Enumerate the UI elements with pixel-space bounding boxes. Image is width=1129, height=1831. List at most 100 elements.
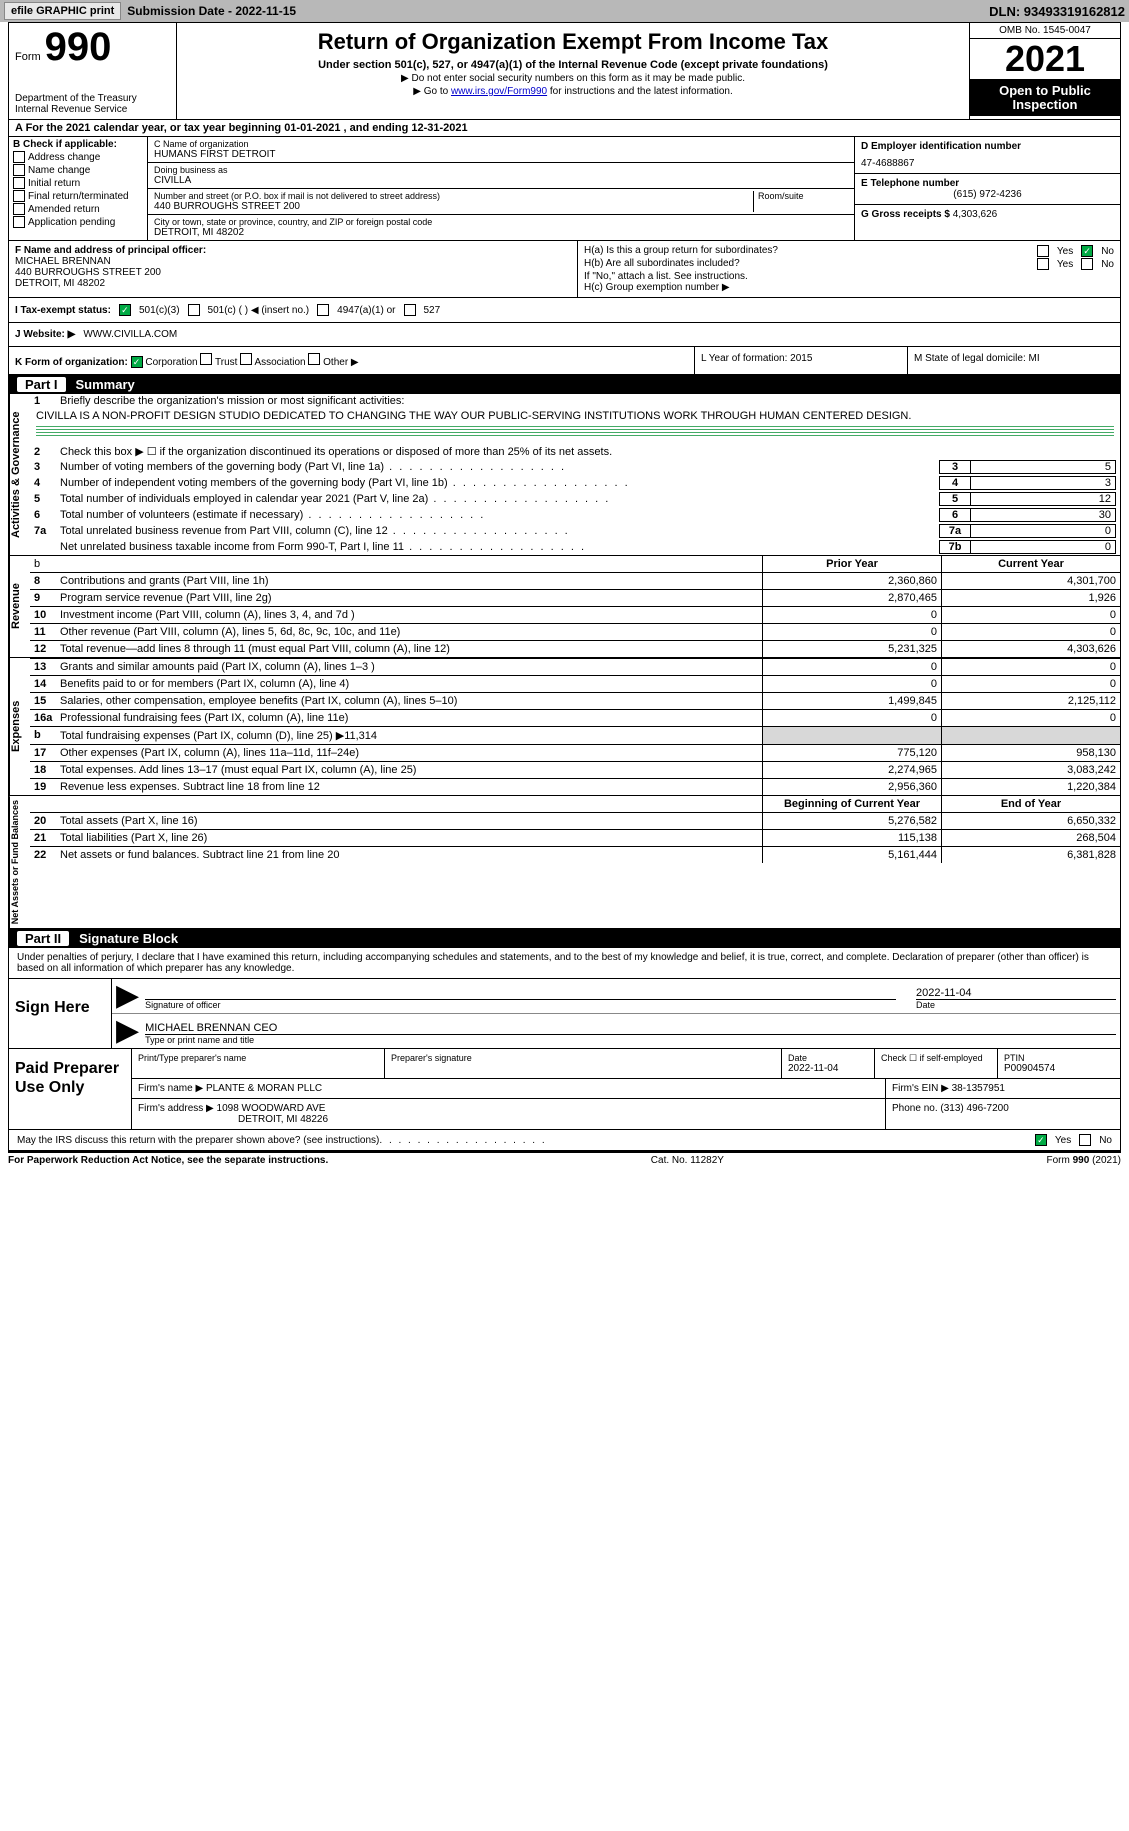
k-assoc-checkbox[interactable] bbox=[240, 353, 252, 365]
date-label: Date bbox=[916, 999, 1116, 1010]
prep-name-label: Print/Type preparer's name bbox=[138, 1053, 378, 1063]
line-desc: Total expenses. Add lines 13–17 (must eq… bbox=[60, 764, 416, 776]
dba-label: Doing business as bbox=[154, 165, 848, 175]
current-year-value: 2,125,112 bbox=[941, 693, 1120, 709]
phone-label: E Telephone number bbox=[861, 178, 1114, 189]
firm-addr-label: Firm's address ▶ bbox=[138, 1103, 214, 1114]
i-o3: 4947(a)(1) or bbox=[337, 305, 395, 316]
b-checkbox[interactable] bbox=[13, 177, 25, 189]
b-option: Address change bbox=[28, 152, 100, 163]
name-label: Type or print name and title bbox=[145, 1034, 1116, 1045]
ha-yes-checkbox[interactable] bbox=[1037, 245, 1049, 257]
b-checkbox[interactable] bbox=[13, 190, 25, 202]
line-boxnum: 5 bbox=[939, 492, 970, 506]
omb-number: OMB No. 1545-0047 bbox=[970, 23, 1120, 39]
line-desc: Net assets or fund balances. Subtract li… bbox=[60, 849, 339, 861]
line1-desc: Briefly describe the organization's miss… bbox=[60, 395, 1116, 407]
current-year-value: 0 bbox=[941, 710, 1120, 726]
discuss-yes-checkbox[interactable]: ✓ bbox=[1035, 1134, 1047, 1146]
prior-year-value: 2,956,360 bbox=[762, 779, 941, 795]
efile-button[interactable]: efile GRAPHIC print bbox=[4, 2, 121, 20]
tab-net-assets: Net Assets or Fund Balances bbox=[9, 796, 30, 928]
k-other-checkbox[interactable] bbox=[308, 353, 320, 365]
tax-year: 2021 bbox=[970, 39, 1120, 80]
current-year-value: 3,083,242 bbox=[941, 762, 1120, 778]
b-option: Final return/terminated bbox=[28, 191, 129, 202]
hb-label: H(b) Are all subordinates included? bbox=[584, 258, 740, 269]
line-desc: Salaries, other compensation, employee b… bbox=[60, 695, 457, 707]
part-1-title: Summary bbox=[76, 377, 135, 392]
line-boxnum: 3 bbox=[939, 460, 970, 474]
gross-label: G Gross receipts $ bbox=[861, 209, 950, 220]
b-checkbox[interactable] bbox=[13, 151, 25, 163]
k-trust-checkbox[interactable] bbox=[200, 353, 212, 365]
firm-ein-label: Firm's EIN ▶ bbox=[892, 1083, 949, 1094]
line-value: 30 bbox=[970, 508, 1116, 522]
part-1-num: Part I bbox=[17, 377, 66, 392]
signer-name: MICHAEL BRENNAN CEO bbox=[145, 1022, 1116, 1034]
i-501c-checkbox[interactable] bbox=[188, 304, 200, 316]
b-checkbox[interactable] bbox=[13, 164, 25, 176]
section-fgh: F Name and address of principal officer:… bbox=[9, 241, 1120, 298]
line-desc: Number of voting members of the governin… bbox=[60, 461, 939, 473]
i-o1: 501(c)(3) bbox=[139, 305, 180, 316]
part-2-title: Signature Block bbox=[79, 931, 178, 946]
line-desc: Total liabilities (Part X, line 26) bbox=[60, 832, 207, 844]
line-boxnum: 7a bbox=[939, 524, 970, 538]
net-assets-section: Net Assets or Fund Balances Beginning of… bbox=[9, 796, 1120, 929]
m-val: MI bbox=[1029, 353, 1040, 364]
paid-preparer-block: Paid Preparer Use Only Print/Type prepar… bbox=[9, 1049, 1120, 1130]
line-desc: Other revenue (Part VIII, column (A), li… bbox=[60, 626, 400, 638]
line-value: 5 bbox=[970, 460, 1116, 474]
tab-revenue: Revenue bbox=[9, 556, 30, 657]
k-corp-checkbox[interactable]: ✓ bbox=[131, 356, 143, 368]
k-o1: Corporation bbox=[145, 357, 197, 368]
open-to-public: Open to Public Inspection bbox=[970, 80, 1120, 117]
k-o3: Association bbox=[254, 357, 305, 368]
room-label: Room/suite bbox=[758, 191, 848, 201]
k-o2: Trust bbox=[215, 357, 237, 368]
f-label: F Name and address of principal officer: bbox=[15, 245, 571, 256]
prior-year-value: 115,138 bbox=[762, 830, 941, 846]
footer-right: Form 990 (2021) bbox=[1047, 1155, 1121, 1166]
line-desc: Total fundraising expenses (Part IX, col… bbox=[60, 729, 377, 742]
line-desc: Net unrelated business taxable income fr… bbox=[60, 541, 939, 553]
line-desc: Benefits paid to or for members (Part IX… bbox=[60, 678, 349, 690]
b-checkbox[interactable] bbox=[13, 203, 25, 215]
ha-no-checkbox[interactable]: ✓ bbox=[1081, 245, 1093, 257]
j-label: J Website: ▶ bbox=[15, 329, 75, 340]
may-discuss-line: May the IRS discuss this return with the… bbox=[9, 1130, 1120, 1152]
m-label: M State of legal domicile: bbox=[914, 353, 1026, 364]
firm-phone: (313) 496-7200 bbox=[940, 1103, 1008, 1114]
prior-year-value: 0 bbox=[762, 676, 941, 692]
current-year-value: 6,381,828 bbox=[941, 847, 1120, 863]
column-c: C Name of organization HUMANS FIRST DETR… bbox=[148, 137, 854, 240]
city-label: City or town, state or province, country… bbox=[154, 217, 848, 227]
line-desc: Total number of individuals employed in … bbox=[60, 493, 939, 505]
expenses-section: Expenses 13Grants and similar amounts pa… bbox=[9, 658, 1120, 796]
i-501c3-checkbox[interactable]: ✓ bbox=[119, 304, 131, 316]
discuss-no: No bbox=[1099, 1135, 1112, 1146]
form-number: 990 bbox=[45, 27, 112, 67]
prior-year-value: 0 bbox=[762, 624, 941, 640]
column-h: H(a) Is this a group return for subordin… bbox=[578, 241, 1120, 297]
prior-year-value: 5,276,582 bbox=[762, 813, 941, 829]
line-desc: Other expenses (Part IX, column (A), lin… bbox=[60, 747, 359, 759]
i-4947-checkbox[interactable] bbox=[317, 304, 329, 316]
note2-pre: ▶ Go to bbox=[413, 86, 451, 97]
hb-yes-checkbox[interactable] bbox=[1037, 258, 1049, 270]
note-2: ▶ Go to www.irs.gov/Form990 for instruct… bbox=[183, 86, 963, 97]
hb-no-checkbox[interactable] bbox=[1081, 258, 1093, 270]
form-990: Form 990 Department of the Treasury Inte… bbox=[8, 22, 1121, 1153]
website: WWW.CIVILLA.COM bbox=[83, 329, 177, 340]
firm-phone-label: Phone no. bbox=[892, 1103, 938, 1114]
b-checkbox[interactable] bbox=[13, 216, 25, 228]
discuss-no-checkbox[interactable] bbox=[1079, 1134, 1091, 1146]
line-desc: Total assets (Part X, line 16) bbox=[60, 815, 198, 827]
i-527-checkbox[interactable] bbox=[404, 304, 416, 316]
prior-year-value: 2,360,860 bbox=[762, 573, 941, 589]
sig-label: Signature of officer bbox=[145, 999, 896, 1010]
prior-year-value bbox=[762, 727, 941, 744]
irs-link[interactable]: www.irs.gov/Form990 bbox=[451, 86, 547, 97]
sign-arrow-icon: ▶ bbox=[116, 1016, 139, 1046]
